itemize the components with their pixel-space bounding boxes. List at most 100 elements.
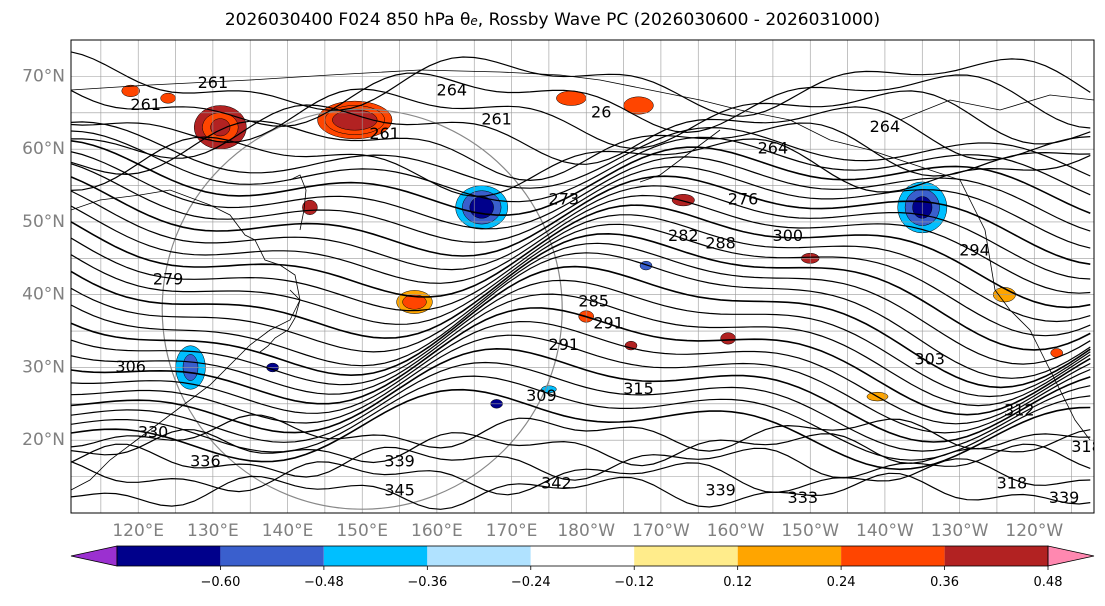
contour-label: 339 (384, 452, 415, 471)
colorbar-extend-high (1047, 545, 1095, 567)
contour-line (71, 472, 1091, 510)
colorbar-tick-label: −0.60 (201, 575, 241, 590)
contour-label: 285 (578, 292, 609, 311)
x-tick-label: 130°W (931, 521, 989, 541)
colorbar-tick-label: −0.12 (614, 575, 654, 590)
colorbar-tick-label: 0.12 (723, 575, 752, 590)
colorbar-tick-label: 0.48 (1034, 575, 1063, 590)
contour-label: 303 (914, 350, 945, 369)
title-prefix: 2026030400 F024 850 hPa θ (224, 10, 471, 30)
contour-label: 315 (623, 379, 654, 398)
contour-line (71, 320, 1091, 425)
x-tick-label: 140°W (856, 521, 914, 541)
coastline-kamchatka (289, 174, 307, 231)
colorbar-segment (117, 546, 221, 566)
coastline-siberia-north (71, 69, 561, 91)
y-tick-label: 20°N (22, 430, 65, 450)
contour-line (71, 252, 1091, 379)
colorbar-segment (634, 546, 738, 566)
contour-label: 26 (591, 102, 611, 121)
contour-line (71, 194, 1091, 294)
contour-label: 276 (728, 190, 759, 209)
contour-line (71, 458, 1091, 496)
contour-label: 339 (1049, 488, 1080, 507)
colorbar-tick-label: 0.24 (827, 575, 856, 590)
contour-label: 312 (1004, 401, 1035, 420)
anomaly-shading (121, 84, 1063, 409)
anomaly-patch (671, 194, 695, 207)
y-tick-label: 70°N (22, 66, 65, 86)
contour-line (71, 140, 1091, 216)
y-tick-label: 50°N (22, 212, 65, 232)
contour-line (71, 388, 1091, 471)
anomaly-patch (210, 118, 231, 137)
contour-label: 336 (190, 452, 221, 471)
contour-line (71, 130, 1091, 203)
contour-line (71, 293, 1091, 407)
contour-line (71, 347, 1091, 443)
x-tick-label: 150°E (336, 521, 388, 541)
contour-line (71, 121, 1091, 189)
great-circle-ring (161, 108, 563, 510)
colorbar-segment (323, 546, 428, 566)
colorbar-segment (944, 546, 1048, 566)
contour-line (71, 120, 1091, 182)
contour-line (71, 175, 1091, 265)
x-tick-label: 120°W (1005, 521, 1063, 541)
colorbar-tick-label: 0.36 (930, 575, 959, 590)
map-frame (70, 39, 1095, 514)
x-tick-label: 170°W (632, 521, 690, 541)
contour-label: 300 (773, 226, 804, 245)
anomaly-patch (720, 332, 736, 345)
contour-line (71, 232, 1091, 351)
contour-line (71, 88, 1091, 149)
contour-label: 291 (593, 313, 624, 332)
x-axis: 120°E 130°E 140°E 150°E 160°E 170°E 180°W 170°W… (112, 521, 1063, 541)
contour-label: 294 (959, 241, 990, 260)
theta-e-contours (71, 51, 1091, 510)
contour-line (71, 279, 1091, 398)
x-tick-label: 150°W (781, 521, 839, 541)
x-tick-label: 140°E (262, 521, 314, 541)
contour-line (71, 72, 1091, 134)
contour-label: 261 (130, 95, 161, 114)
contour-line (71, 185, 1091, 280)
contour-label: 261 (481, 110, 512, 129)
coastline-canada-arctic (899, 94, 1094, 121)
contour-line (71, 307, 1091, 416)
contour-label: 309 (526, 386, 557, 405)
x-tick-label: 120°E (112, 521, 164, 541)
colorbar-tick-label: −0.36 (407, 575, 447, 590)
contour-label: 306 (115, 357, 146, 376)
contour-label: 345 (384, 481, 415, 500)
y-tick-label: 30°N (22, 357, 65, 377)
contour-line (71, 214, 1091, 323)
contour-label-layer: 261 261 264 261 261 26 264 264 273 276 282 288 300 29… (115, 73, 1094, 507)
title-subscript: e (470, 14, 478, 28)
contour-line (71, 104, 1091, 165)
x-tick-label: 170°E (486, 521, 538, 541)
contour-line (71, 204, 1091, 309)
contour-line (71, 414, 1091, 452)
colorbar-segment (737, 546, 842, 566)
contour-line (71, 51, 1091, 117)
contour-line (71, 223, 1091, 337)
y-tick-label: 40°N (22, 285, 65, 305)
contour-label: 264 (437, 80, 468, 99)
title-suffix: , Rossby Wave PC (2026030600 - 202603100… (477, 10, 881, 30)
x-tick-label: 180°W (557, 521, 615, 541)
contour-line (71, 136, 1091, 197)
contour-label: 273 (549, 190, 580, 209)
colorbar-frame (116, 545, 1049, 567)
anomaly-patch (121, 84, 140, 97)
colorbar-segment (841, 546, 945, 566)
anomaly-patch (160, 92, 176, 104)
contour-label: 342 (541, 473, 572, 492)
x-tick-label: 130°E (187, 521, 239, 541)
colorbar-segment (220, 546, 324, 566)
contour-label: 261 (198, 73, 229, 92)
contour-line (71, 361, 1091, 452)
colorbar-tick-label: −0.48 (304, 575, 344, 590)
colorbar: −0.60 −0.48 −0.36 −0.24 −0.12 0.12 0.24 0.36 0.4… (70, 545, 1095, 590)
